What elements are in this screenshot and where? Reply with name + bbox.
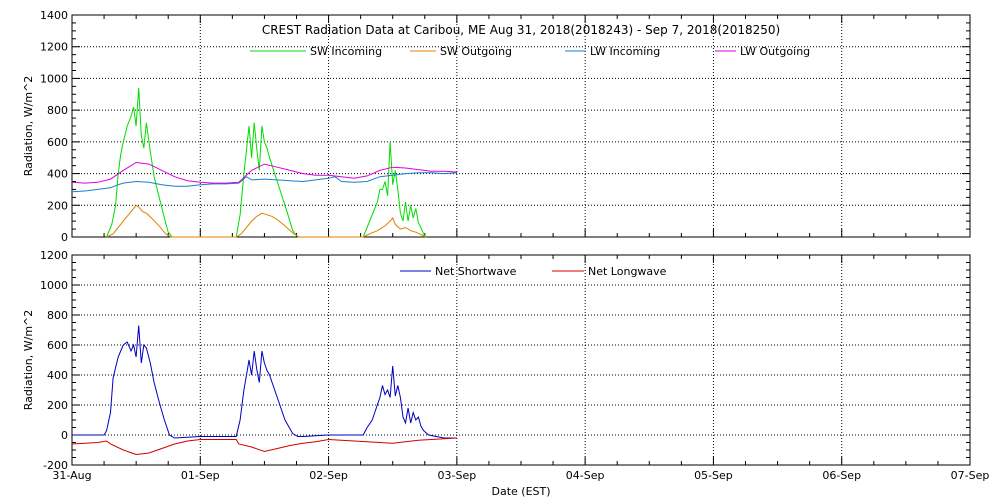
- x-tick-label: 31-Aug: [52, 469, 91, 482]
- top-y-tick-label: 600: [47, 136, 68, 149]
- top-y-tick-label: 1200: [40, 41, 68, 54]
- legend-label-net-shortwave: Net Shortwave: [435, 265, 517, 278]
- top-y-axis-label: Radiation, W/m^2: [22, 76, 35, 177]
- bottom-y-tick-label: 600: [47, 339, 68, 352]
- bottom-y-tick-label: 0: [61, 429, 68, 442]
- bottom-y-tick-label: 1000: [40, 279, 68, 292]
- bottom-y-tick-label: 1200: [40, 249, 68, 262]
- top-y-tick-label: 0: [61, 231, 68, 244]
- series-net-shortwave-line: [72, 325, 457, 439]
- legend-label-sw-incoming: SW Incoming: [310, 45, 382, 58]
- top-y-tick-label: 1400: [40, 9, 68, 22]
- top-y-tick-label: 1000: [40, 72, 68, 85]
- x-tick-label: 06-Sep: [822, 469, 861, 482]
- legend-label-lw-incoming: LW Incoming: [590, 45, 660, 58]
- top-y-tick-label: 400: [47, 168, 68, 181]
- legend-label-net-longwave: Net Longwave: [588, 265, 667, 278]
- top-panel: 0 200 400 600 800 1000 1200 1400 Radiation, W/m^…: [22, 9, 971, 244]
- series-sw-incoming-line: [106, 87, 427, 238]
- x-tick-label: 05-Sep: [694, 469, 733, 482]
- bottom-y-tick-label: 400: [47, 369, 68, 382]
- top-plot-frame: [71, 14, 971, 238]
- x-axis-label: Date (EST): [491, 485, 550, 498]
- series-net-longwave-line: [71, 437, 457, 456]
- x-tick-label: 04-Sep: [566, 469, 605, 482]
- x-tick-label: 03-Sep: [438, 469, 477, 482]
- chart-title: CREST Radiation Data at Caribou, ME Aug …: [262, 23, 780, 37]
- bottom-panel: -200 0 200 400 600 800 1000 1200 Radiation, W/m^…: [22, 249, 989, 498]
- bottom-plot-frame: [71, 254, 971, 466]
- x-tick-label: 01-Sep: [181, 469, 220, 482]
- bottom-y-axis-label: Radiation, W/m^2: [22, 310, 35, 411]
- series-lw-incoming-line: [71, 172, 457, 193]
- bottom-y-tick-label: 800: [47, 309, 68, 322]
- x-tick-label: 02-Sep: [309, 469, 348, 482]
- legend-label-lw-outgoing: LW Outgoing: [740, 45, 810, 58]
- top-y-tick-label: 800: [47, 104, 68, 117]
- series-sw-outgoing-line: [106, 204, 427, 238]
- bottom-y-tick-label: 200: [47, 399, 68, 412]
- top-y-tick-label: 200: [47, 199, 68, 212]
- bottom-y-tick-label: -200: [43, 459, 68, 472]
- legend-label-sw-outgoing: SW Outgoing: [440, 45, 512, 58]
- x-tick-label: 07-Sep: [951, 469, 990, 482]
- series-lw-outgoing-line: [71, 161, 457, 184]
